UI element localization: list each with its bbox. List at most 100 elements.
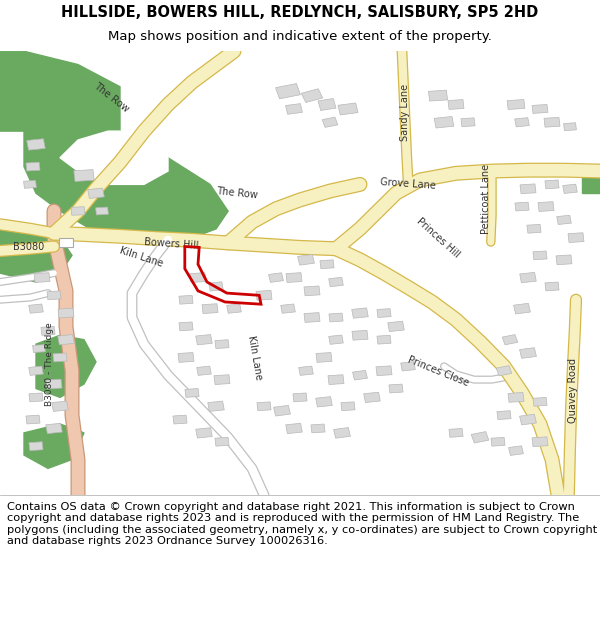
Bar: [461, 118, 475, 127]
Bar: [293, 393, 307, 402]
Text: Grove Lane: Grove Lane: [380, 177, 436, 191]
Bar: [329, 335, 343, 344]
Bar: [322, 117, 338, 128]
Bar: [29, 304, 43, 313]
Bar: [434, 116, 454, 128]
Bar: [286, 104, 302, 114]
Bar: [95, 207, 109, 215]
Polygon shape: [24, 424, 84, 468]
Text: Map shows position and indicative extent of the property.: Map shows position and indicative extent…: [108, 31, 492, 43]
Bar: [334, 428, 350, 438]
Bar: [59, 238, 73, 247]
Bar: [29, 393, 43, 402]
Text: The Row: The Row: [216, 186, 258, 201]
Bar: [352, 308, 368, 318]
Text: Quavey Road: Quavey Road: [568, 358, 578, 423]
Bar: [563, 184, 577, 194]
Bar: [27, 139, 45, 150]
Bar: [301, 89, 323, 102]
Text: B3080 - The Ridge: B3080 - The Ridge: [45, 322, 54, 406]
Bar: [299, 366, 313, 376]
Bar: [428, 90, 448, 101]
Bar: [179, 296, 193, 304]
Bar: [58, 308, 74, 318]
Text: The Row: The Row: [92, 81, 130, 114]
Bar: [538, 202, 554, 211]
Bar: [269, 272, 283, 282]
Bar: [556, 255, 572, 265]
Bar: [515, 118, 529, 127]
Bar: [196, 428, 212, 438]
Bar: [32, 344, 46, 352]
Text: Kiln Lane: Kiln Lane: [118, 246, 164, 269]
Bar: [377, 335, 391, 344]
Bar: [515, 202, 529, 211]
Bar: [311, 424, 325, 433]
Bar: [527, 224, 541, 233]
Bar: [197, 366, 211, 376]
Bar: [557, 215, 571, 224]
Bar: [179, 322, 193, 331]
Bar: [215, 438, 229, 446]
Text: HILLSIDE, BOWERS HILL, REDLYNCH, SALISBURY, SP5 2HD: HILLSIDE, BOWERS HILL, REDLYNCH, SALISBU…: [61, 5, 539, 20]
Bar: [401, 362, 415, 371]
Text: B3080: B3080: [13, 242, 44, 252]
Bar: [209, 282, 223, 291]
Bar: [509, 446, 523, 456]
Bar: [568, 232, 584, 242]
Bar: [448, 99, 464, 109]
Bar: [286, 423, 302, 434]
Bar: [58, 334, 74, 345]
Bar: [502, 334, 518, 345]
Bar: [178, 352, 194, 362]
Bar: [533, 398, 547, 406]
Bar: [227, 304, 241, 313]
Bar: [520, 414, 536, 425]
Bar: [563, 122, 577, 131]
Bar: [316, 397, 332, 407]
Bar: [256, 291, 272, 300]
Bar: [41, 326, 55, 335]
Bar: [449, 429, 463, 438]
Text: Contains OS data © Crown copyright and database right 2021. This information is : Contains OS data © Crown copyright and d…: [7, 501, 598, 546]
Bar: [173, 415, 187, 424]
Bar: [338, 103, 358, 115]
Bar: [257, 402, 271, 411]
Bar: [377, 309, 391, 318]
Bar: [545, 180, 559, 189]
Bar: [190, 272, 206, 282]
Bar: [274, 406, 290, 416]
Bar: [376, 366, 392, 376]
Bar: [533, 251, 547, 260]
Bar: [46, 423, 62, 434]
Bar: [304, 286, 320, 296]
Bar: [491, 438, 505, 446]
Bar: [202, 304, 218, 314]
Polygon shape: [36, 335, 96, 398]
Bar: [520, 272, 536, 282]
Bar: [316, 352, 332, 362]
Bar: [341, 402, 355, 411]
Bar: [304, 312, 320, 322]
Bar: [544, 118, 560, 127]
Bar: [514, 303, 530, 314]
Bar: [389, 384, 403, 393]
Bar: [471, 432, 489, 443]
Bar: [286, 272, 302, 282]
Polygon shape: [582, 167, 600, 193]
Polygon shape: [132, 202, 228, 242]
Bar: [545, 282, 559, 291]
Bar: [208, 401, 224, 411]
Bar: [298, 254, 314, 265]
Bar: [320, 260, 334, 269]
Bar: [364, 392, 380, 402]
Bar: [46, 379, 62, 389]
Bar: [328, 375, 344, 384]
Bar: [52, 401, 68, 411]
Bar: [53, 353, 67, 362]
Bar: [520, 184, 536, 194]
Text: Princes Hill: Princes Hill: [415, 216, 461, 259]
Bar: [329, 278, 343, 287]
Bar: [508, 392, 524, 402]
Bar: [26, 162, 40, 171]
